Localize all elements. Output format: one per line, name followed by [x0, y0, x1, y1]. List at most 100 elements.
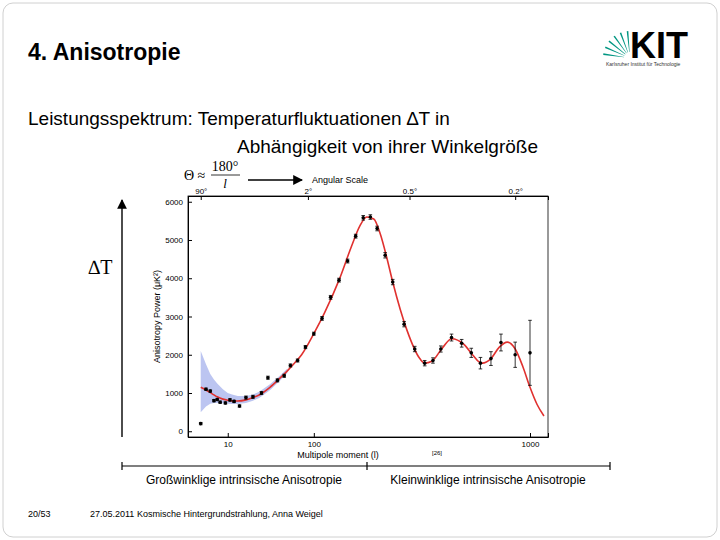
tick: 0.5°: [403, 187, 417, 200]
tick-label: 1000: [165, 389, 183, 398]
data-point: [204, 387, 208, 391]
data-point: [224, 401, 228, 405]
tick-mark: [201, 196, 202, 200]
error-bar-cap: [391, 279, 395, 280]
error-bar: [346, 259, 350, 263]
data-point: [361, 216, 365, 220]
tick: 90°: [195, 187, 207, 200]
tick: 100: [308, 433, 322, 449]
error-bar-cap: [423, 365, 427, 366]
error-bar: [369, 215, 373, 220]
error-bar-cap: [528, 320, 532, 321]
data-point: [208, 389, 212, 393]
delta-t-arrow: [121, 200, 122, 437]
tick-mark: [530, 433, 531, 437]
data-point: [439, 347, 443, 351]
error-bar: [244, 396, 248, 399]
error-bar-cap: [489, 365, 493, 366]
error-bar-cap: [375, 230, 379, 231]
tick: 5000: [165, 236, 192, 245]
error-bar-cap: [513, 342, 517, 343]
error-bar: [212, 400, 216, 402]
tick-label: 2000: [165, 351, 183, 360]
data-point: [431, 359, 435, 363]
footer-text: 27.05.2011 Kosmische Hintergrundstrahlun…: [90, 509, 323, 519]
logo: KITKarlsruher Institut für Technologie: [603, 25, 688, 67]
data-point: [260, 391, 264, 395]
error-bar: [251, 395, 255, 398]
error-bar-cap: [450, 340, 454, 341]
error-bar: [329, 295, 333, 299]
error-bar: [528, 320, 532, 385]
data-point: [460, 341, 464, 345]
page-number: 20/53: [28, 509, 51, 519]
tick: 6000: [165, 198, 192, 207]
error-bar-cap: [413, 346, 417, 347]
error-bar: [391, 279, 395, 284]
error-bar: [489, 352, 493, 366]
error-bar: [276, 379, 280, 382]
tick-mark: [410, 196, 411, 200]
error-bar: [208, 390, 212, 392]
tick: 4000: [165, 274, 192, 283]
error-bar-cap: [361, 215, 365, 216]
error-bar-cap: [439, 352, 443, 353]
error-bar-cap: [499, 350, 503, 351]
tick-label: 0.2°: [509, 187, 523, 196]
data-point: [218, 400, 222, 404]
tick-mark: [188, 393, 192, 394]
axis: 0100020003000400050006000: [165, 197, 192, 438]
slide-frame: [3, 3, 717, 537]
error-bar-cap: [450, 334, 454, 335]
formula-denominator: l: [223, 176, 227, 191]
tick-label: 90°: [195, 187, 207, 196]
error-bar: [337, 278, 341, 282]
error-bar: [296, 359, 300, 362]
data-point: [199, 422, 203, 426]
error-bar: [204, 388, 208, 390]
tick: 2000: [165, 351, 192, 360]
tick-mark: [314, 433, 315, 437]
tick-mark: [188, 202, 192, 203]
range-tick: [121, 462, 122, 470]
error-bar: [238, 405, 242, 407]
error-bar: [354, 234, 358, 238]
error-bar-cap: [383, 257, 387, 258]
error-bar-cap: [431, 363, 435, 364]
tick: 3000: [165, 313, 192, 322]
error-bar-cap: [469, 348, 473, 349]
data-point: [383, 253, 387, 257]
error-bar-cap: [513, 367, 517, 368]
data-points: [199, 215, 532, 426]
logo-ray: [603, 53, 624, 57]
data-point: [489, 357, 493, 361]
data-point: [375, 227, 379, 231]
error-bar-cap: [431, 357, 435, 358]
x2-axis-title: Angular Scale: [312, 175, 368, 185]
error-bar-cap: [391, 284, 395, 285]
error-bar-cap: [402, 321, 406, 322]
subtitle-line: Leistungsspektrum: Temperaturfluktuation…: [28, 108, 450, 129]
error-bar-cap: [439, 345, 443, 346]
data-point: [479, 361, 483, 365]
formula-left: Θ ≈: [184, 168, 206, 183]
scale-arrow: [248, 179, 302, 180]
tick-mark: [188, 278, 192, 279]
error-band: [201, 351, 288, 412]
error-bar-cap: [460, 347, 464, 348]
data-point: [312, 332, 316, 336]
axis-line: [189, 197, 193, 438]
data-point: [320, 317, 324, 321]
error-bar: [320, 317, 324, 321]
tick-label: 2°: [305, 187, 313, 196]
error-bar-cap: [413, 351, 417, 352]
tick-mark: [515, 196, 516, 200]
tick-mark: [188, 355, 192, 356]
error-bar-cap: [361, 220, 365, 221]
error-bar: [423, 360, 427, 365]
error-bar: [431, 358, 435, 363]
range-label: Kleinwinklige intrinsische Anisotropie: [390, 473, 586, 487]
error-bar: [232, 400, 236, 402]
data-point: [354, 234, 358, 238]
tick: 2°: [305, 187, 313, 200]
